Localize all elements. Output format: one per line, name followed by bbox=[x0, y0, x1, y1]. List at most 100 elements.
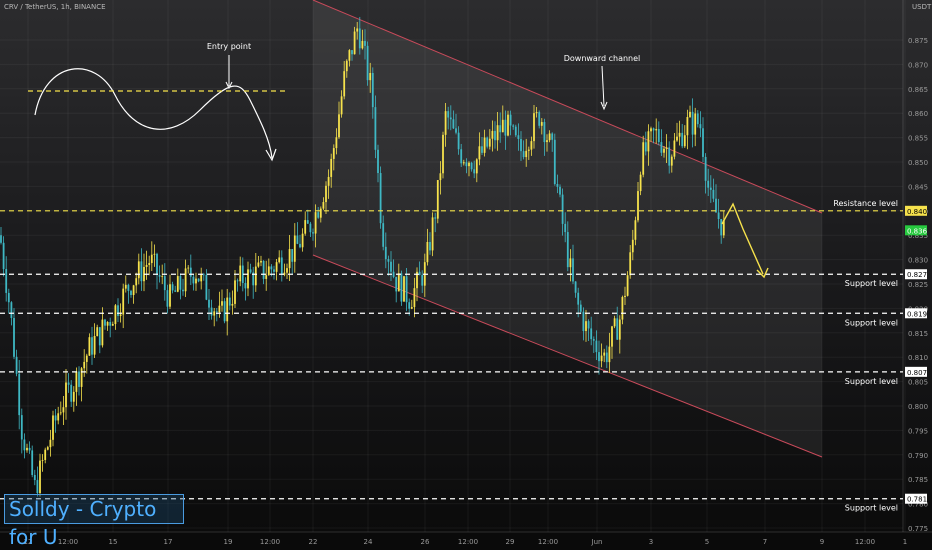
candle-body bbox=[657, 129, 660, 143]
candle-body bbox=[231, 303, 234, 306]
candle-body bbox=[244, 283, 247, 289]
candle-body bbox=[694, 113, 697, 135]
candle-body bbox=[283, 272, 286, 275]
candle-body bbox=[569, 258, 572, 268]
candle-body bbox=[478, 146, 481, 160]
candle-body bbox=[195, 278, 197, 284]
candle-body bbox=[358, 28, 361, 49]
candle-body bbox=[197, 278, 200, 282]
price-badge-resistance: 0.840 bbox=[907, 208, 927, 216]
candle-body bbox=[98, 327, 101, 346]
candle-body bbox=[166, 290, 169, 307]
candle-body bbox=[520, 139, 522, 152]
candle-body bbox=[309, 223, 312, 233]
candle-body bbox=[49, 439, 52, 448]
x-tick-label: 12:00 bbox=[58, 538, 78, 546]
candle-body bbox=[7, 292, 10, 303]
candle-body bbox=[527, 149, 530, 151]
y-tick-label: 0.850 bbox=[908, 159, 928, 167]
candle-body bbox=[611, 326, 613, 347]
candle-body bbox=[85, 355, 88, 362]
time-axis-bg bbox=[0, 532, 932, 550]
candle-body bbox=[179, 276, 182, 290]
candle-body bbox=[184, 268, 187, 292]
candle-body bbox=[405, 276, 408, 303]
candle-body bbox=[608, 346, 611, 363]
candle-body bbox=[637, 191, 639, 221]
candle-body bbox=[52, 415, 54, 440]
candle-body bbox=[392, 271, 395, 277]
candle-body bbox=[171, 284, 174, 291]
candle-body bbox=[702, 128, 704, 157]
candle-body bbox=[689, 111, 691, 118]
candle-body bbox=[717, 212, 720, 220]
candle-body bbox=[36, 480, 39, 494]
x-tick-label: 12:00 bbox=[855, 538, 875, 546]
candle-body bbox=[566, 232, 569, 268]
candle-body bbox=[252, 272, 255, 286]
price-badge-bg bbox=[905, 493, 927, 504]
candle-body bbox=[247, 269, 249, 289]
candle-body bbox=[374, 107, 377, 150]
y-tick-label: 0.845 bbox=[908, 183, 928, 191]
price-badge-bg bbox=[905, 205, 927, 216]
candle-body bbox=[299, 243, 301, 248]
candle-body bbox=[379, 173, 382, 224]
candle-body bbox=[509, 114, 512, 126]
candle-body bbox=[44, 449, 47, 460]
candle-body bbox=[512, 125, 515, 127]
candle-body bbox=[182, 289, 184, 292]
candle-body bbox=[535, 112, 538, 114]
candle-body bbox=[564, 223, 567, 233]
candle-body bbox=[720, 219, 723, 236]
candle-body bbox=[351, 50, 353, 55]
candle-body bbox=[202, 274, 205, 276]
candle-body bbox=[444, 111, 447, 135]
candle-body bbox=[101, 319, 104, 346]
candle-body bbox=[377, 149, 379, 174]
entry-arrow-head bbox=[265, 148, 277, 162]
candle-body bbox=[468, 162, 470, 167]
candle-body bbox=[426, 241, 429, 263]
candle-body bbox=[634, 220, 637, 240]
candle-body bbox=[57, 413, 60, 421]
candle-body bbox=[304, 220, 307, 234]
candle-body bbox=[429, 241, 431, 251]
candle-body bbox=[23, 439, 26, 451]
candle-body bbox=[213, 311, 216, 316]
candle-body bbox=[286, 268, 288, 273]
candle-body bbox=[192, 276, 195, 284]
candle-body bbox=[390, 261, 392, 272]
channel-pointer bbox=[601, 65, 605, 107]
price-badge-bg bbox=[905, 366, 927, 377]
candle-body bbox=[293, 235, 296, 262]
y-tick-label: 0.805 bbox=[908, 379, 928, 387]
downward-channel-label: Downward channel bbox=[564, 54, 641, 63]
symbol-header: CRV / TetherUS, 1h, BINANCE bbox=[4, 3, 106, 11]
candle-body bbox=[543, 122, 546, 143]
candle-body bbox=[75, 371, 78, 392]
candle-body bbox=[457, 132, 460, 150]
candle-body bbox=[345, 60, 348, 72]
candle-body bbox=[709, 187, 712, 190]
candle-body bbox=[122, 288, 125, 315]
price-badge-bg bbox=[905, 225, 927, 236]
level-label-4: Support level bbox=[845, 504, 898, 513]
candle-body bbox=[639, 174, 642, 192]
candle-body bbox=[132, 285, 135, 295]
candle-body bbox=[598, 352, 600, 362]
candle-body bbox=[501, 119, 504, 133]
candle-body bbox=[642, 142, 645, 175]
candle-body bbox=[189, 267, 192, 277]
candle-body bbox=[169, 284, 171, 307]
candle-body bbox=[343, 71, 346, 97]
candle-body bbox=[522, 151, 525, 158]
candle-body bbox=[59, 412, 62, 414]
candle-body bbox=[605, 352, 608, 363]
candle-body bbox=[148, 263, 151, 265]
level-label-3: Support level bbox=[845, 377, 898, 386]
candle-body bbox=[403, 276, 405, 302]
candle-body bbox=[338, 114, 340, 138]
